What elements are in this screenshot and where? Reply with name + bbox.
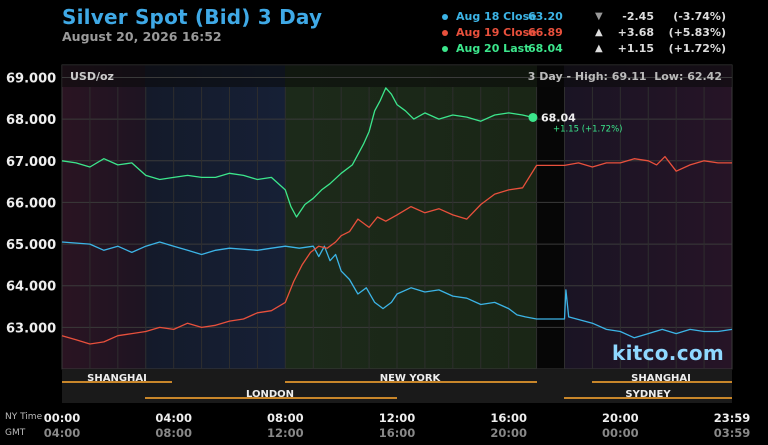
- unit-label: USD/oz: [70, 70, 114, 83]
- y-tick-label: 69.000: [6, 71, 56, 86]
- info-header-strip: [62, 65, 732, 87]
- x-tick-ny: 16:00: [490, 411, 527, 425]
- series-line-aug20: [61, 87, 534, 218]
- legend-percent: (+5.83%): [668, 26, 726, 39]
- x-tick-ny: 08:00: [267, 411, 304, 425]
- session-label-new-york: NEW YORK: [380, 373, 442, 384]
- up-arrow-icon: ▲: [595, 43, 603, 54]
- legend-marker-aug18: [442, 14, 448, 20]
- session-label-sydney: SYDNEY: [625, 389, 671, 400]
- legend-change: +3.68: [617, 26, 654, 39]
- y-tick-label: 63.000: [6, 321, 56, 336]
- legend-label: Aug 19 Close: [456, 26, 537, 39]
- down-arrow-icon: ▼: [595, 11, 603, 22]
- legend-label: Aug 18 Close: [456, 10, 537, 23]
- session-bar-london: [145, 397, 397, 399]
- series-line-aug19: [61, 155, 732, 345]
- y-tick-label: 64.000: [6, 280, 56, 295]
- legend-marker-aug19: [442, 30, 448, 36]
- x-tick-ny: 00:00: [44, 411, 81, 425]
- last-price-marker: [528, 112, 538, 122]
- x-tick-ny: 20:00: [602, 411, 639, 425]
- session-bar-sydney: [564, 397, 732, 399]
- legend-label: Aug 20 Last: [456, 42, 530, 55]
- session-band-london: [145, 65, 285, 369]
- x-tick-gmt: 08:00: [155, 426, 192, 440]
- y-tick-label: 67.000: [6, 155, 56, 170]
- ny-time-label: NY Time: [5, 412, 43, 422]
- gmt-label: GMT: [5, 428, 26, 438]
- session-label-london: LONDON: [246, 389, 294, 400]
- session-band-new-york: [285, 65, 537, 369]
- session-label-shanghai: SHANGHAI: [87, 373, 147, 384]
- x-tick-gmt: 20:00: [490, 426, 527, 440]
- x-tick-gmt: 03:59: [714, 426, 751, 440]
- x-tick-gmt: 16:00: [379, 426, 416, 440]
- legend-value: 66.89: [528, 26, 563, 39]
- market-closed-band: [537, 65, 564, 369]
- up-arrow-icon: ▲: [595, 27, 603, 38]
- session-bars: SHANGHAI NEW YORK SHANGHAI LONDON SYDNEY: [62, 369, 732, 403]
- session-bar-new-york: [285, 381, 537, 383]
- x-tick-gmt: 12:00: [267, 426, 304, 440]
- x-tick-gmt: 04:00: [44, 426, 81, 440]
- legend-value: 68.04: [528, 42, 563, 55]
- session-label-shanghai-late: SHANGHAI: [631, 373, 691, 384]
- x-tick-ny: 23:59: [714, 411, 751, 425]
- y-tick-label: 65.000: [6, 238, 56, 253]
- legend-percent: (+1.72%): [668, 42, 726, 55]
- y-tick-label: 68.000: [6, 113, 56, 128]
- x-tick-gmt: 00:00: [602, 426, 639, 440]
- x-tick-ny: 12:00: [379, 411, 416, 425]
- range-summary: 3 Day - High: 69.11 Low: 62.42: [528, 70, 722, 83]
- chart-title: Silver Spot (Bid) 3 Day: [62, 5, 323, 29]
- last-price-label: 68.04: [541, 111, 576, 124]
- chart-timestamp: August 20, 2026 16:52: [62, 29, 222, 44]
- kitco-watermark: kitco.com: [612, 341, 725, 365]
- x-tick-ny: 04:00: [155, 411, 192, 425]
- legend-marker-aug20: [442, 46, 448, 52]
- legend-change: -2.45: [622, 10, 654, 23]
- series-line-aug18: [61, 241, 733, 339]
- session-bar-shanghai-late: [592, 381, 732, 383]
- last-change-label: +1.15 (+1.72%): [553, 124, 623, 134]
- session-bar-shanghai: [62, 381, 172, 383]
- legend-change: +1.15: [617, 42, 654, 55]
- y-tick-label: 66.000: [6, 196, 56, 211]
- legend-value: 63.20: [528, 10, 563, 23]
- session-band-shanghai: [62, 65, 145, 369]
- legend-percent: (-3.74%): [673, 10, 726, 23]
